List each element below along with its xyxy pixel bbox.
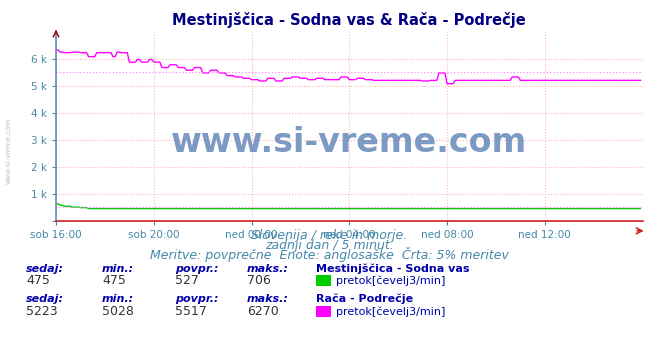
Text: Rača - Podrečje: Rača - Podrečje [316, 294, 413, 305]
Text: Mestinjščica - Sodna vas: Mestinjščica - Sodna vas [316, 263, 470, 274]
Text: min.:: min.: [102, 264, 134, 274]
Text: povpr.:: povpr.: [175, 294, 218, 305]
Text: maks.:: maks.: [247, 294, 289, 305]
Text: 706: 706 [247, 274, 271, 287]
Text: 475: 475 [26, 274, 50, 287]
Text: 6270: 6270 [247, 305, 279, 318]
Text: www.si-vreme.com: www.si-vreme.com [5, 118, 12, 184]
Text: 475: 475 [102, 274, 126, 287]
Text: 5223: 5223 [26, 305, 58, 318]
Text: sedaj:: sedaj: [26, 264, 65, 274]
Text: sedaj:: sedaj: [26, 294, 65, 305]
Text: maks.:: maks.: [247, 264, 289, 274]
Text: min.:: min.: [102, 294, 134, 305]
Text: pretok[čevelj3/min]: pretok[čevelj3/min] [336, 306, 445, 317]
Text: 5028: 5028 [102, 305, 134, 318]
Text: www.si-vreme.com: www.si-vreme.com [171, 126, 527, 158]
Text: pretok[čevelj3/min]: pretok[čevelj3/min] [336, 276, 445, 287]
Title: Mestinjščica - Sodna vas & Rača - Podrečje: Mestinjščica - Sodna vas & Rača - Podreč… [173, 13, 526, 28]
Text: povpr.:: povpr.: [175, 264, 218, 274]
Text: Meritve: povprečne  Enote: anglosaške  Črta: 5% meritev: Meritve: povprečne Enote: anglosaške Črt… [150, 247, 509, 262]
Text: 527: 527 [175, 274, 198, 287]
Text: zadnji dan / 5 minut.: zadnji dan / 5 minut. [265, 239, 394, 252]
Text: 5517: 5517 [175, 305, 206, 318]
Text: Slovenija / reke in morje.: Slovenija / reke in morje. [251, 229, 408, 242]
